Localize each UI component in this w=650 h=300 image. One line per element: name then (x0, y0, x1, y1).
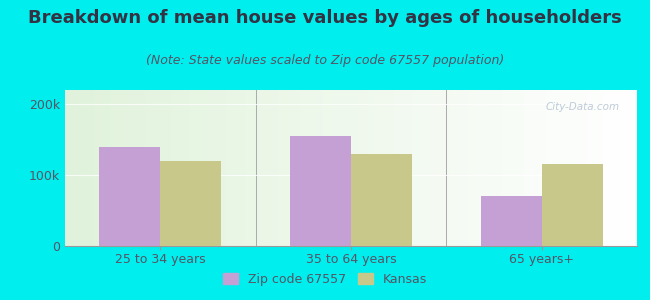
Text: Breakdown of mean house values by ages of householders: Breakdown of mean house values by ages o… (28, 9, 622, 27)
Bar (541, 164, 603, 246)
Text: (Note: State values scaled to Zip code 67557 population): (Note: State values scaled to Zip code 6… (146, 54, 504, 67)
Bar (480, 196, 541, 246)
Bar (290, 136, 351, 246)
Legend: Zip code 67557, Kansas: Zip code 67557, Kansas (218, 268, 432, 291)
Bar (161, 161, 222, 246)
Text: City-Data.com: City-Data.com (546, 103, 620, 112)
Bar (351, 154, 412, 246)
Bar (99, 147, 161, 246)
